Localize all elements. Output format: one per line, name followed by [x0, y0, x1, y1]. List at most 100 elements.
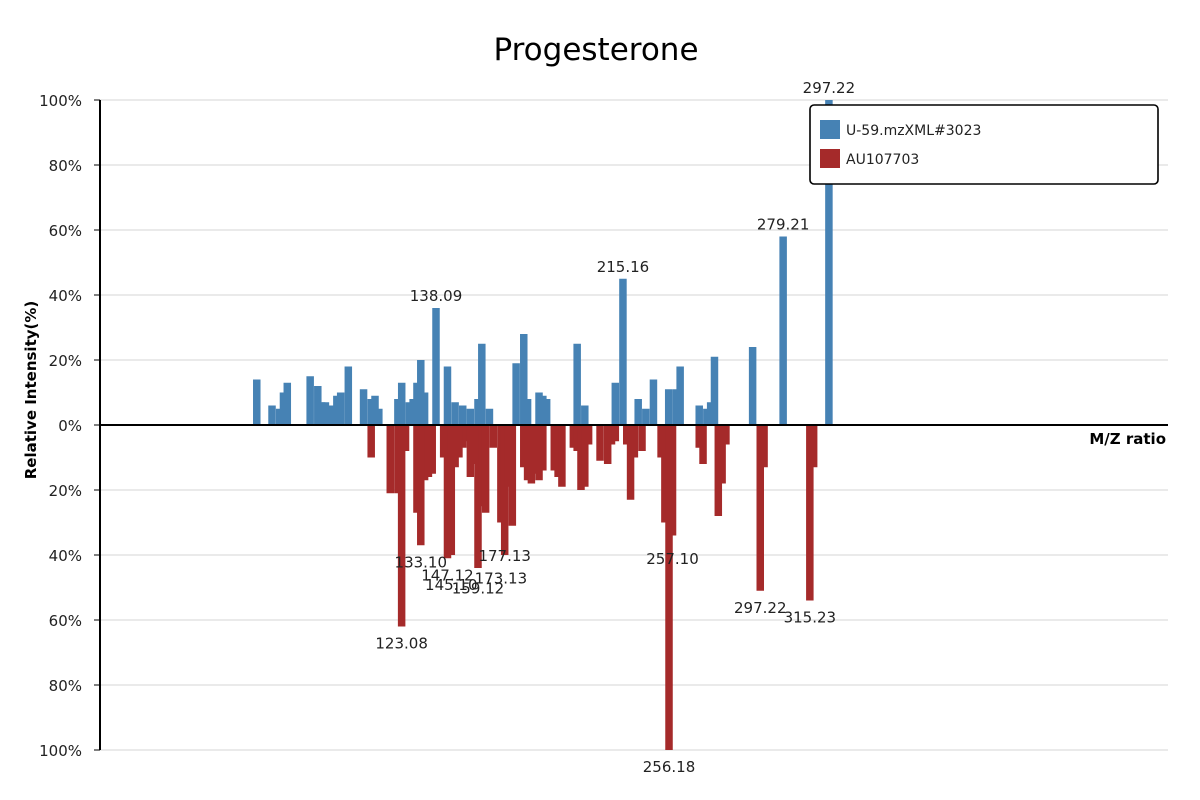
bar-top: [523, 399, 532, 425]
bar-bottom: [535, 425, 543, 481]
bar-bottom: [661, 425, 669, 523]
y-tick-labels: 100% 80% 60% 40% 20% 0% 20% 40% 60% 80% 100%: [39, 92, 82, 760]
peak-label: 159.12: [452, 579, 505, 597]
bar-top: [417, 360, 425, 425]
bar-bottom: [569, 425, 578, 448]
bar-bottom: [527, 425, 536, 484]
bar-bottom: [447, 425, 456, 555]
bar-top: [397, 382, 406, 425]
peak-label: 147.12: [421, 566, 474, 584]
bar-bottom: [458, 425, 467, 448]
bar-bottom: [397, 425, 406, 627]
y-tick-label: 20%: [49, 482, 82, 500]
bar-bottom: [367, 425, 375, 458]
y-tick-label: 100%: [39, 92, 82, 110]
bar-bottom: [481, 425, 490, 513]
peak-label: 177.13: [478, 547, 531, 565]
y-tick-label: 80%: [49, 157, 82, 175]
bar-top: [573, 343, 581, 425]
bar-top: [520, 334, 528, 425]
bar-top: [703, 408, 711, 425]
bar-top: [748, 347, 757, 425]
bar-top: [333, 395, 341, 425]
y-tick-label: 20%: [49, 352, 82, 370]
bar-top: [367, 399, 375, 425]
bar-bottom: [439, 425, 448, 458]
bar-bottom: [428, 425, 436, 474]
y-tick-label: 40%: [49, 287, 82, 305]
bar-top: [253, 379, 261, 425]
bar-top: [420, 392, 429, 425]
bar-top: [825, 100, 833, 425]
bar-bottom: [455, 425, 463, 458]
bar-top: [642, 408, 650, 425]
legend-swatch-top: [820, 120, 840, 139]
bar-top: [451, 402, 459, 425]
y-axis-label: Relative Intensity(%): [22, 301, 40, 480]
bar-bottom: [722, 425, 730, 445]
peak-label: 133.10: [395, 553, 448, 571]
bar-bottom: [714, 425, 723, 516]
x-axis-label: M/Z ratio: [1089, 430, 1166, 448]
bar-top: [458, 405, 467, 425]
bar-top: [409, 399, 417, 425]
bar-top: [359, 389, 368, 425]
bar-top: [283, 382, 292, 425]
bar-bottom: [451, 425, 459, 468]
bar-bottom: [596, 425, 604, 461]
bar-bottom: [539, 425, 547, 471]
legend-swatch-bottom: [820, 149, 840, 168]
bar-top: [664, 389, 673, 425]
bar-top: [474, 399, 482, 425]
bar-top: [413, 382, 421, 425]
bar-top: [779, 236, 787, 425]
bar-bottom: [668, 425, 677, 536]
bar-bottom: [489, 425, 498, 448]
bar-bottom: [581, 425, 589, 487]
bar-top: [394, 399, 402, 425]
bar-top: [306, 376, 314, 425]
bar-bottom: [756, 425, 765, 591]
bar-top: [375, 408, 383, 425]
spectrum-bars: [253, 100, 833, 750]
peak-label: 279.21: [757, 216, 810, 234]
bar-bottom: [638, 425, 646, 451]
bar-top: [329, 405, 337, 425]
bar-top: [619, 278, 627, 425]
bar-bottom: [500, 425, 509, 555]
bar-top: [275, 408, 284, 425]
bar-top: [325, 405, 333, 425]
bar-bottom: [417, 425, 425, 546]
bar-top: [321, 402, 330, 425]
bar-top: [706, 402, 715, 425]
peak-label: 315.23: [784, 609, 837, 627]
bar-bottom: [630, 425, 639, 458]
bar-bottom: [623, 425, 631, 445]
bar-top: [672, 389, 681, 425]
bar-top: [634, 399, 642, 425]
bar-top: [371, 395, 379, 425]
bar-bottom: [523, 425, 532, 481]
bar-bottom: [695, 425, 703, 448]
y-tick-label: 80%: [49, 677, 82, 695]
bar-bottom: [558, 425, 566, 487]
bar-top: [676, 366, 684, 425]
bar-bottom: [520, 425, 528, 468]
bar-bottom: [718, 425, 726, 484]
peak-label: 173.13: [475, 570, 528, 588]
bar-top: [539, 395, 547, 425]
bar-top: [317, 402, 326, 425]
bar-top: [478, 343, 486, 425]
bar-bottom: [809, 425, 818, 468]
bar-bottom: [462, 425, 471, 442]
bar-top: [432, 308, 440, 425]
peak-label: 257.10: [646, 550, 699, 568]
legend: U-59.mzXML#3023 AU107703: [809, 104, 1159, 185]
bar-bottom: [474, 425, 482, 568]
bar-bottom: [806, 425, 814, 601]
bar-top: [542, 399, 551, 425]
legend-label-bottom: AU107703: [846, 152, 919, 168]
peak-label: 297.22: [803, 79, 856, 97]
bar-top: [649, 379, 658, 425]
